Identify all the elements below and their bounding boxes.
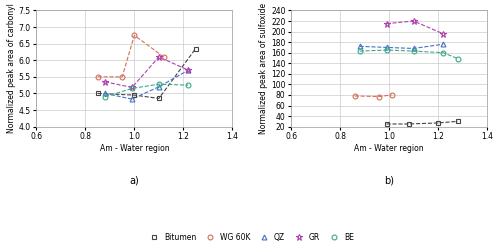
Legend: Bitumen, WG 60K, QZ, GR, BE: Bitumen, WG 60K, QZ, GR, BE (144, 230, 356, 245)
Text: a): a) (130, 176, 140, 186)
X-axis label: Am - Water region: Am - Water region (100, 144, 169, 153)
Text: b): b) (384, 176, 394, 186)
X-axis label: Am - Water region: Am - Water region (354, 144, 424, 153)
Y-axis label: Normalized peak area of sulfoxide: Normalized peak area of sulfoxide (259, 3, 268, 134)
Y-axis label: Normalized peak area of carbonyl: Normalized peak area of carbonyl (7, 3, 16, 133)
